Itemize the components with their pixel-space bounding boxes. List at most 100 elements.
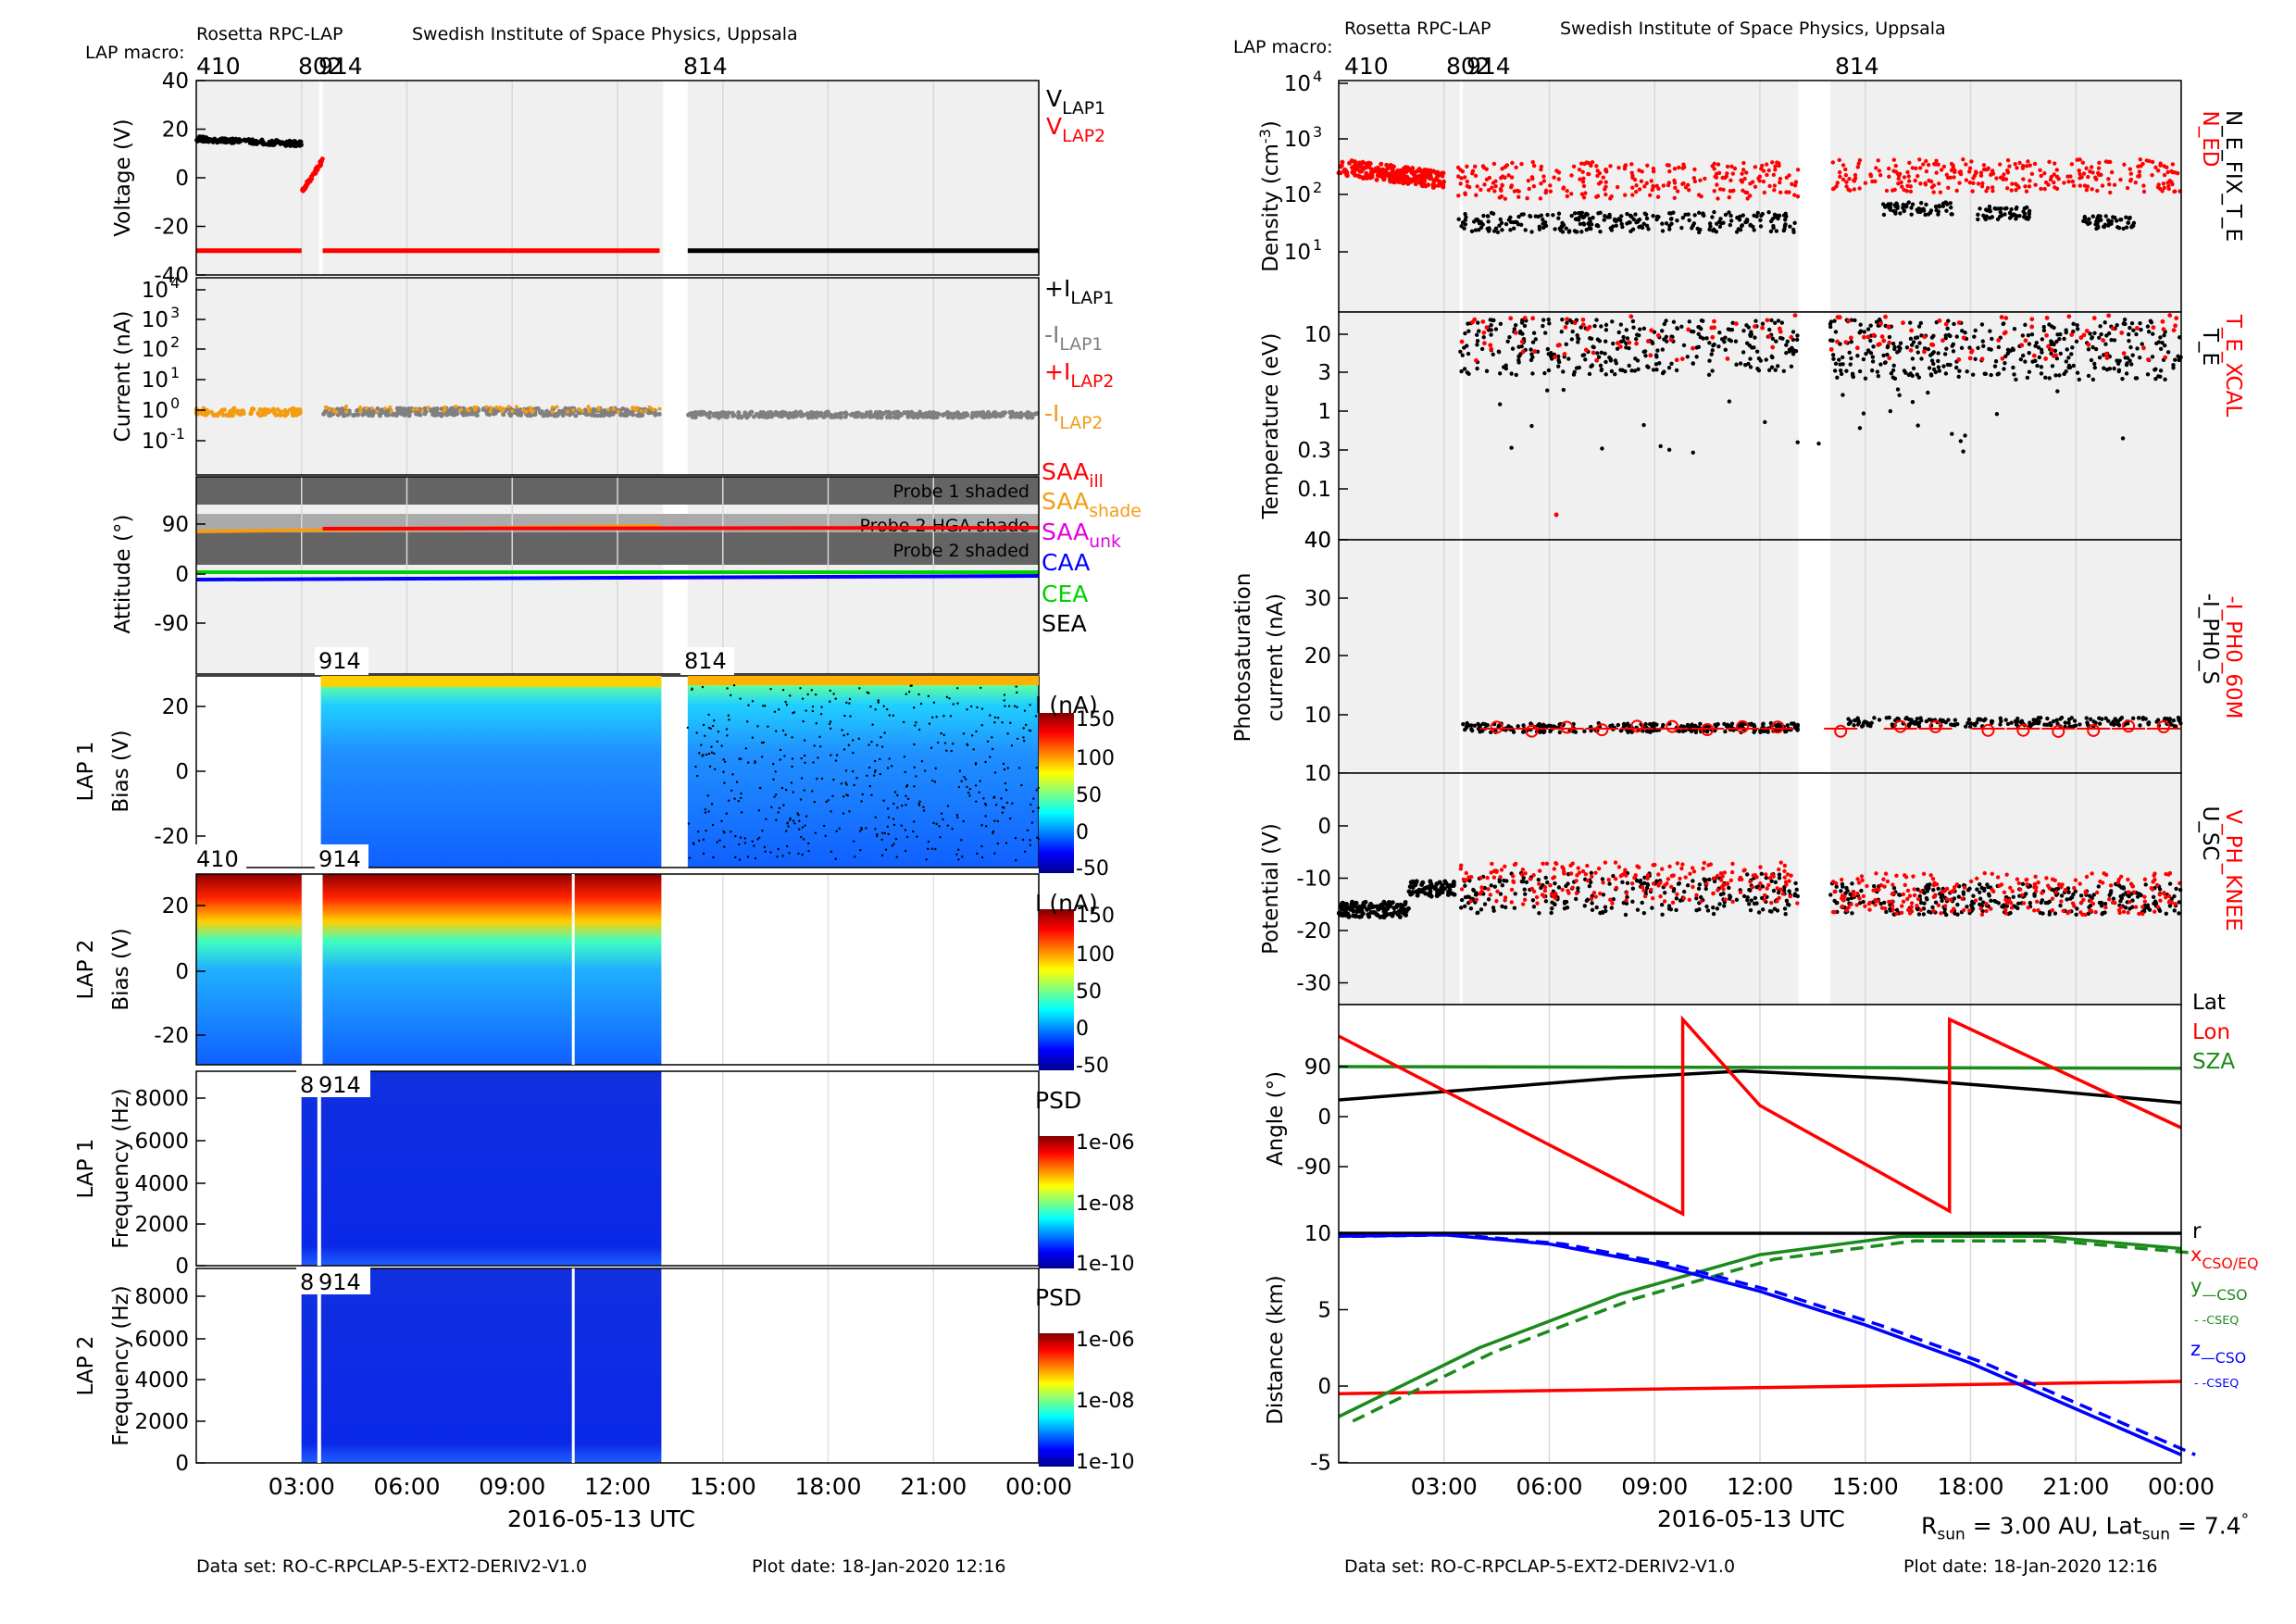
density-ned-point	[1590, 160, 1595, 165]
potential-usc-point	[1432, 886, 1438, 892]
temperature-te-point	[2125, 361, 2129, 366]
density-ned-point	[1603, 167, 1608, 172]
current-lap1-point	[555, 412, 560, 418]
density-ned-point	[1848, 188, 1853, 193]
lap1-bias-speck	[813, 800, 817, 804]
temperature-te-point	[2129, 320, 2135, 326]
temperature-te-point	[1928, 372, 1934, 377]
lap1-bias-speck	[697, 839, 701, 843]
lap1-bias-speck	[905, 804, 907, 806]
density-nefix-point	[1481, 213, 1486, 219]
potential-usc-point	[1590, 901, 1594, 906]
lap1-bias-speck	[756, 725, 759, 728]
temperature-te-point	[2027, 351, 2031, 356]
temperature-te-point	[1738, 361, 1743, 366]
current-frame	[195, 277, 1040, 476]
density-ned-point	[1948, 175, 1953, 181]
density-ned-point	[1971, 176, 1976, 181]
lap1-bias-speck	[781, 688, 785, 692]
temperature-te-point	[1772, 320, 1778, 325]
lap1-bias-speck	[828, 722, 831, 726]
lap1-bias-speck	[913, 743, 916, 746]
density-ned-point	[1863, 181, 1868, 185]
potential-usc-point	[1746, 902, 1752, 906]
temperature-te-point	[2027, 342, 2032, 346]
photosat-s-point	[1940, 719, 1945, 724]
density-ned-point	[1616, 165, 1621, 170]
current-lap1-point	[817, 412, 822, 418]
potential-knee-point	[1782, 875, 1788, 880]
temperature-xcal-point	[1583, 347, 1589, 353]
density-ned-point	[1369, 167, 1375, 172]
lap1-bias-speck	[1035, 766, 1038, 769]
lap1-bias-speck	[1022, 727, 1025, 730]
density-nefix-point	[1639, 224, 1643, 229]
density-nefix-point	[1949, 205, 1953, 210]
lap1-bias-speck	[957, 848, 960, 851]
density-ned-point	[1463, 175, 1467, 180]
current-lap1-point	[434, 412, 440, 418]
temperature-te-point	[1915, 423, 1920, 428]
temperature-te-point	[1784, 343, 1789, 347]
lap1-bias-speck	[791, 736, 793, 739]
lap1-bias-speck	[919, 702, 923, 706]
lap1-bias-speck	[731, 773, 734, 776]
potential-usc-point	[1423, 891, 1429, 896]
temperature-te-point	[2133, 376, 2139, 381]
temperature-te-point	[1870, 359, 1876, 364]
legend-attitude: SAAunk	[1042, 518, 1121, 552]
density-ned-point	[1565, 194, 1570, 199]
density-ned-point	[1491, 161, 1497, 167]
photosat-s-point	[2072, 718, 2078, 723]
density-nefix-point	[1791, 227, 1796, 232]
temperature-xcal-point	[2031, 353, 2037, 358]
photosat-s-point	[2066, 717, 2072, 722]
density-ned-point	[1946, 185, 1951, 191]
density-nefix-point	[1738, 214, 1742, 219]
lap1-bias-speck	[854, 856, 856, 858]
temperature-te-point	[2039, 371, 2044, 376]
lap1-bias-speck	[892, 802, 895, 806]
voltage-lap1-point	[206, 139, 211, 144]
temperature-te-point	[1781, 369, 1787, 374]
temperature-te-point	[1609, 369, 1615, 374]
current-lap1-point	[952, 414, 957, 419]
density-ned-point	[1978, 170, 1984, 175]
lap1-bias-speck	[845, 701, 848, 705]
density-ned-point	[2088, 169, 2092, 174]
lap1-bias-speck	[861, 793, 864, 796]
density-nefix-point	[1683, 212, 1688, 218]
density-nefix-point	[1891, 208, 1896, 214]
density-nefix-point	[1519, 212, 1524, 217]
lap1-bias-speck	[751, 840, 754, 843]
temperature-te-point	[1910, 399, 1915, 405]
temperature-te-point	[1599, 350, 1604, 355]
density-nefix-point	[1619, 214, 1624, 219]
density-nefix-point	[1782, 223, 1788, 229]
potential-usc-point	[1359, 909, 1365, 915]
temperature-te-point	[1745, 341, 1750, 345]
photosat-s-point	[1946, 718, 1951, 722]
temperature-te-point	[1776, 319, 1781, 323]
density-ned-point	[1579, 161, 1584, 166]
lap2-bias-ylabel1: LAP 2	[74, 940, 98, 1000]
temperature-te-point	[1957, 369, 1962, 373]
density-ned-point	[1503, 196, 1508, 201]
current-lap1-point	[872, 413, 878, 418]
density-nefix-point	[1485, 226, 1490, 231]
current-lap1-point	[484, 411, 490, 417]
lap2-bias-gap	[571, 874, 575, 1065]
temperature-te-point	[2012, 372, 2016, 377]
lap1-bias-speck	[917, 728, 921, 731]
temperature-te-point	[2137, 355, 2142, 360]
density-ned-point	[1728, 189, 1733, 194]
photosat-s-point	[1919, 718, 1924, 723]
photosat-s-point	[1872, 716, 1877, 720]
density-ned-point	[1378, 173, 1383, 179]
lap1-bias-speck	[815, 722, 818, 725]
potential-usc-point	[1793, 881, 1798, 886]
potential-usc-point	[1402, 906, 1407, 912]
density-ned-point	[1771, 172, 1777, 178]
current-lap2-point	[587, 409, 592, 414]
lap1-bias-speck	[807, 850, 810, 853]
